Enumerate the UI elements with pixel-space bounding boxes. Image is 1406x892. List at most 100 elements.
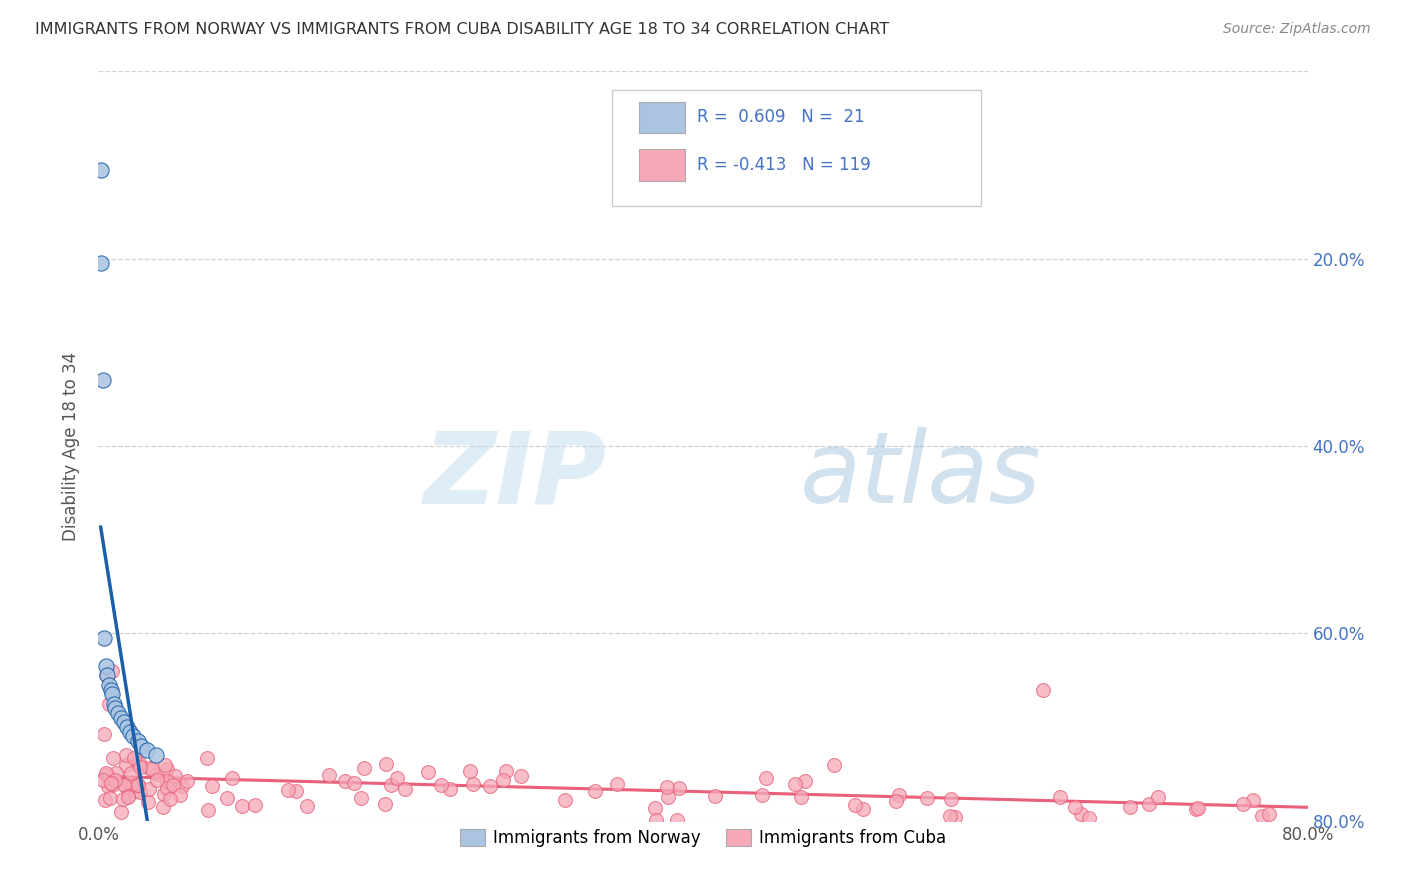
Point xyxy=(107,706,129,720)
Text: IMMIGRANTS FROM NORWAY VS IMMIGRANTS FROM CUBA DISABILITY AGE 18 TO 34 CORRELATI: IMMIGRANTS FROM NORWAY VS IMMIGRANTS FRO… xyxy=(35,22,890,37)
Point xyxy=(94,766,117,780)
Point xyxy=(138,761,160,775)
Point xyxy=(342,776,364,790)
Point xyxy=(794,774,817,789)
Point xyxy=(122,730,145,744)
Point xyxy=(939,808,962,822)
Point xyxy=(100,775,122,789)
Point xyxy=(152,787,174,801)
Point xyxy=(844,797,866,812)
Point xyxy=(939,792,962,806)
Point xyxy=(129,739,152,753)
Point xyxy=(163,769,186,783)
Point xyxy=(1241,792,1264,806)
Point xyxy=(231,799,253,814)
Point xyxy=(668,780,690,795)
Point xyxy=(277,783,299,797)
Point xyxy=(98,791,121,805)
Point xyxy=(159,792,181,806)
Point xyxy=(374,797,396,811)
Point xyxy=(509,769,531,783)
Point xyxy=(100,682,122,697)
Point xyxy=(135,743,157,757)
Point xyxy=(1251,809,1274,823)
Point xyxy=(110,710,132,724)
Point xyxy=(96,668,118,682)
Point xyxy=(823,757,845,772)
Point xyxy=(1032,682,1054,697)
Text: R = -0.413   N = 119: R = -0.413 N = 119 xyxy=(697,156,870,174)
FancyBboxPatch shape xyxy=(613,90,981,206)
Point xyxy=(146,773,169,788)
Point xyxy=(120,724,142,739)
Point xyxy=(170,779,193,793)
Point xyxy=(439,782,461,797)
Point xyxy=(201,779,224,793)
Point xyxy=(146,766,169,780)
Point xyxy=(117,789,139,803)
Point xyxy=(704,789,727,803)
Point xyxy=(583,784,606,798)
Point xyxy=(91,772,114,787)
Point xyxy=(128,760,150,774)
Point xyxy=(156,780,179,795)
Point xyxy=(1184,802,1206,816)
Point xyxy=(380,778,402,792)
Point xyxy=(103,697,125,711)
Point xyxy=(90,162,112,177)
Point xyxy=(197,803,219,817)
Point xyxy=(127,756,149,771)
Point xyxy=(1064,800,1087,814)
Point xyxy=(115,747,138,762)
Point xyxy=(884,794,907,808)
Point xyxy=(221,771,243,785)
Text: Source: ZipAtlas.com: Source: ZipAtlas.com xyxy=(1223,22,1371,37)
Point xyxy=(153,758,176,772)
Point xyxy=(124,783,146,797)
FancyBboxPatch shape xyxy=(638,102,685,133)
Point xyxy=(375,756,398,771)
Point xyxy=(479,779,502,793)
Point xyxy=(124,751,146,765)
Point xyxy=(136,795,159,809)
Point xyxy=(152,800,174,814)
Point xyxy=(94,668,117,682)
Point xyxy=(353,761,375,775)
Point xyxy=(129,785,152,799)
Point xyxy=(127,779,149,793)
Point xyxy=(112,792,135,806)
Text: atlas: atlas xyxy=(800,427,1042,524)
Point xyxy=(94,659,117,673)
Point xyxy=(104,701,127,715)
Point xyxy=(162,778,184,792)
Point xyxy=(90,256,112,270)
Point xyxy=(790,790,813,805)
Point xyxy=(318,768,340,782)
Point xyxy=(93,631,115,645)
Point xyxy=(243,797,266,812)
Point xyxy=(751,788,773,802)
Point xyxy=(1187,800,1209,814)
Point xyxy=(335,774,357,789)
FancyBboxPatch shape xyxy=(638,149,685,180)
Point xyxy=(101,664,124,678)
Point xyxy=(101,687,124,701)
Point xyxy=(141,762,163,776)
Point xyxy=(350,791,373,805)
Point xyxy=(169,788,191,802)
Point xyxy=(295,799,318,814)
Point xyxy=(104,773,127,788)
Point xyxy=(117,790,139,805)
Point xyxy=(394,781,416,796)
Point xyxy=(492,772,515,787)
Point xyxy=(114,779,136,793)
Point xyxy=(385,771,408,785)
Point xyxy=(665,813,688,827)
Point xyxy=(1232,797,1254,811)
Point xyxy=(127,778,149,792)
Point xyxy=(159,775,181,789)
Point xyxy=(91,374,114,388)
Point xyxy=(1078,811,1101,825)
Point xyxy=(97,779,120,793)
Point xyxy=(121,778,143,792)
